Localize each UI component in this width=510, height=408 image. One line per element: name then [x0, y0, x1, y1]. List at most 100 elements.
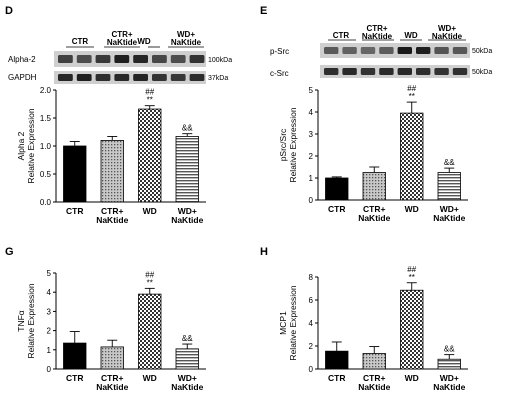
y-axis-label: Relative Expression — [288, 285, 298, 360]
bar — [100, 139, 124, 203]
bar — [325, 350, 349, 370]
y-tick-label: 5 — [47, 269, 52, 278]
bar — [400, 289, 424, 370]
significance-label: ## ** — [407, 84, 416, 101]
bar — [63, 342, 87, 370]
blot-band — [152, 55, 167, 63]
blot-band — [360, 47, 376, 54]
blot-band — [114, 55, 130, 63]
bar — [362, 172, 386, 201]
significance-label: ## ** — [407, 265, 416, 282]
x-tick-label: CTR+ NaKtide — [358, 204, 390, 223]
blot-band — [342, 68, 357, 75]
blot-band — [133, 55, 148, 63]
y-tick-label: 4 — [309, 108, 314, 117]
bar-chart-e: 0 1 2 3 4 5 pSrc/Src Relative Expression CTR CTR+… — [278, 84, 468, 223]
blot-band — [434, 47, 449, 54]
y-tick-label: 0 — [309, 196, 314, 205]
panel-letter-e: E — [260, 5, 267, 17]
blot-kda-label: 37kDa — [208, 75, 228, 82]
bar-chart-h: 0 2 4 6 8 MCP1 Relative Expression CTR CTR+ NaKti… — [278, 265, 468, 392]
blot-band — [133, 74, 148, 81]
x-tick-label: WD — [143, 373, 157, 383]
y-tick-label: 0 — [309, 365, 314, 374]
panel-letter-g: G — [5, 246, 14, 258]
y-axis-label: Alpha 2 — [16, 131, 26, 160]
y-tick-label: 1.5 — [40, 114, 52, 123]
bar — [175, 136, 199, 203]
blot-band — [452, 47, 468, 54]
significance-label: && — [444, 158, 455, 167]
blot-strip — [320, 43, 470, 58]
x-tick-label: WD — [405, 373, 419, 383]
x-tick-label: WD — [143, 206, 157, 216]
blot-strip — [320, 65, 470, 78]
bar — [437, 172, 461, 201]
y-axis-label: Relative Expression — [288, 107, 298, 182]
blot-kda-label: 100kDa — [208, 57, 232, 64]
bar — [100, 346, 124, 370]
x-tick-label: CTR+ NaKtide — [96, 206, 128, 225]
y-tick-label: 2 — [309, 342, 314, 351]
blot-lane-label: CTR — [72, 37, 89, 46]
x-tick-label: WD+ NaKtide — [433, 373, 465, 392]
x-tick-label: WD — [405, 204, 419, 214]
y-axis-label: TNFα — [16, 310, 26, 332]
y-tick-label: 3 — [47, 307, 52, 316]
blot-band — [379, 47, 394, 54]
x-tick-label: WD+ NaKtide — [171, 373, 203, 392]
y-tick-label: 3 — [309, 130, 314, 139]
blot-panel-d: CTR CTR+ NaKtide WD WD+ NaKtide Alpha-2 GA… — [8, 30, 232, 84]
blot-kda-label: 50kDa — [472, 48, 492, 55]
blot-band — [76, 55, 92, 63]
x-tick-label: CTR — [66, 373, 83, 383]
blot-band — [189, 74, 205, 81]
blot-row-label: GAPDH — [8, 73, 37, 82]
blot-band — [324, 68, 339, 75]
bar — [175, 348, 199, 370]
x-tick-label: WD+ NaKtide — [433, 204, 465, 223]
y-tick-label: 0 — [47, 365, 52, 374]
blot-lane-label: CTR — [333, 31, 350, 40]
blot-band — [379, 68, 394, 75]
blot-kda-label: 50kDa — [472, 69, 492, 76]
y-tick-label: 0.5 — [40, 170, 52, 179]
blot-band — [58, 74, 73, 81]
x-tick-label: CTR — [328, 204, 345, 214]
x-tick-label: CTR+ NaKtide — [96, 373, 128, 392]
significance-label: && — [182, 334, 193, 343]
blot-lane-label: WD+ NaKtide — [432, 24, 463, 41]
blot-band — [416, 68, 431, 75]
blot-band — [360, 68, 376, 75]
y-tick-label: 2 — [47, 327, 52, 336]
y-axis-label: MCP1 — [278, 311, 288, 335]
x-tick-label: CTR+ NaKtide — [358, 373, 390, 392]
blot-row-label: p-Src — [270, 47, 289, 56]
blot-lane-label: CTR+ NaKtide — [107, 30, 138, 47]
blot-band — [170, 55, 186, 63]
y-axis-label: pSrc/Src — [278, 128, 288, 161]
x-tick-label: WD+ NaKtide — [171, 206, 203, 225]
blot-band — [95, 74, 111, 81]
blot-band — [342, 47, 357, 54]
blot-band — [416, 47, 431, 54]
y-tick-label: 6 — [309, 296, 314, 305]
blot-band — [114, 74, 130, 81]
blot-band — [397, 47, 412, 54]
blot-strip — [54, 51, 206, 67]
y-axis-label: Relative Expression — [26, 283, 36, 358]
bar-chart-g: 0 1 2 3 4 5 TNFα Relative Expression CTR CTR+ NaKt… — [16, 269, 206, 392]
y-tick-label: 4 — [47, 288, 52, 297]
blot-band — [152, 74, 167, 81]
blot-band — [170, 74, 186, 81]
significance-label: && — [444, 345, 455, 354]
bar — [138, 293, 162, 370]
significance-label: ## ** — [145, 270, 154, 287]
y-tick-label: 4 — [309, 319, 314, 328]
bar — [362, 353, 386, 370]
blot-strip — [54, 71, 206, 84]
y-tick-label: 1 — [309, 174, 314, 183]
blot-lane-label: WD — [137, 37, 151, 46]
y-tick-label: 8 — [309, 273, 314, 282]
